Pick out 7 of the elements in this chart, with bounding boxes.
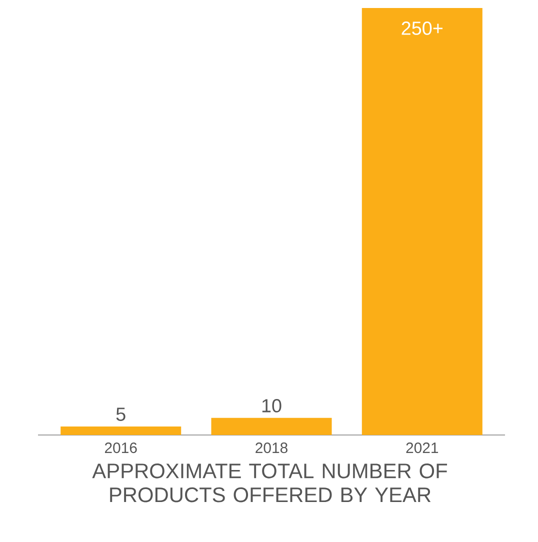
x-tick-label: 2018 (256, 442, 288, 454)
text: APPROXIMATE TOTAL NUMBER OF PRODUCTS OFFERED BY YEAR (92, 464, 448, 502)
x-tick-label: 2021 (406, 442, 438, 454)
data-label: 250+ (402, 22, 443, 35)
data-label: 5 (116, 408, 126, 421)
data-label: 10 (262, 398, 282, 412)
x-tick-label: 2016 (104, 442, 137, 454)
